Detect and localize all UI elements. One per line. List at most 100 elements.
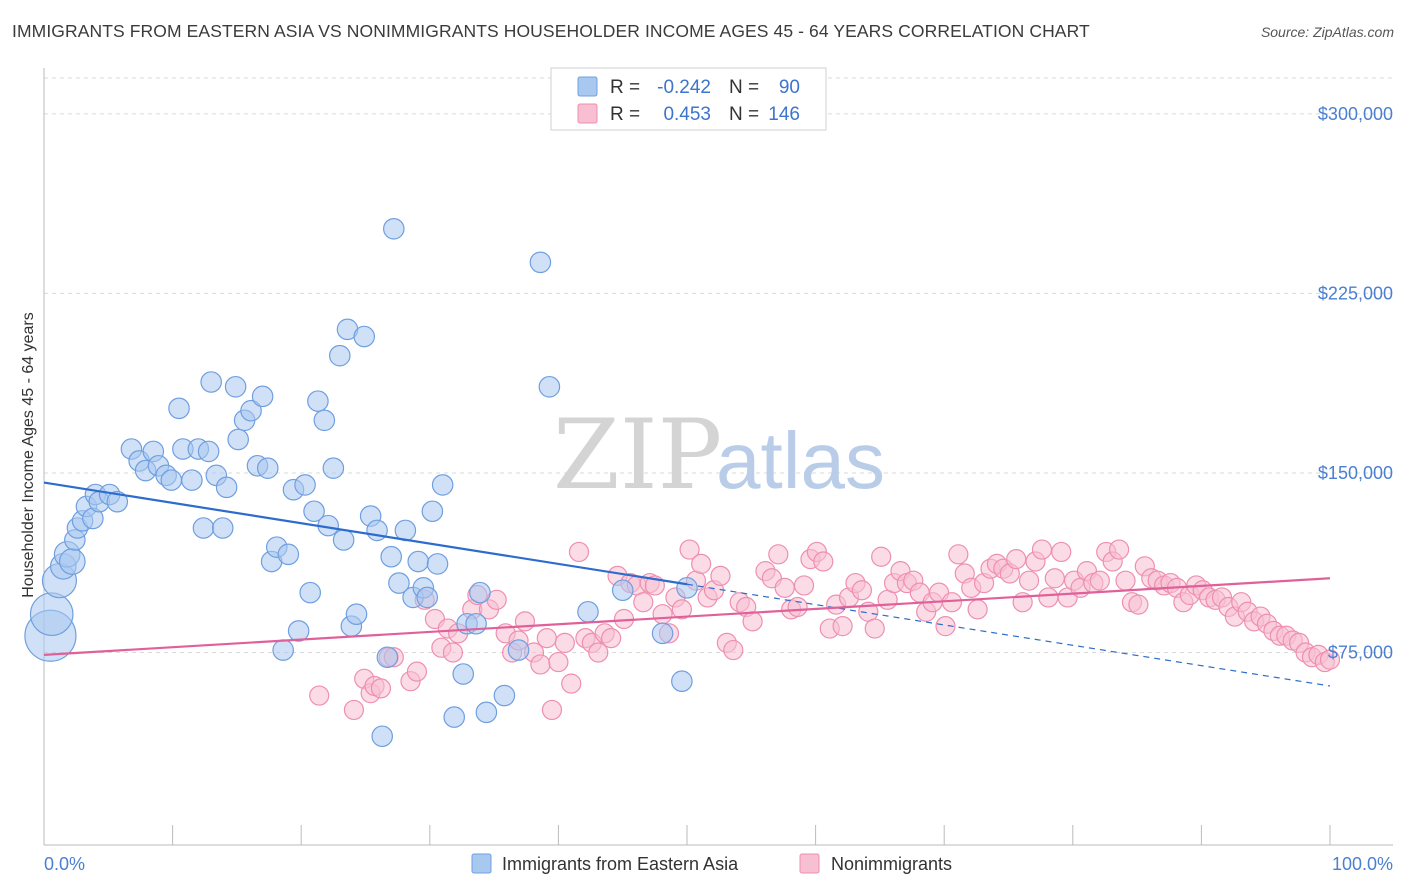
nonimmigrant-point-64	[787, 596, 808, 618]
nonimmigrants-trend	[43, 577, 1331, 656]
nonimmigrant-point-58	[742, 611, 763, 632]
eastern-asia-trend-solid	[43, 481, 688, 586]
nonimmigrant-point-104	[1044, 568, 1065, 589]
eastern-asia-point-57	[353, 325, 376, 348]
eastern-asia-point-83	[577, 600, 599, 623]
eastern-asia-point-71	[426, 553, 449, 575]
nonimmigrant-point-102	[1031, 539, 1053, 560]
eastern-asia-point-48	[307, 390, 329, 412]
trend-lines	[43, 481, 1331, 687]
bottom-legend-label-blue: Immigrants from Eastern Asia	[502, 854, 739, 874]
eastern-asia-points	[24, 218, 698, 748]
eastern-asia-point-63	[382, 218, 405, 240]
eastern-asia-point-22	[168, 397, 190, 420]
x-tick-label-max: 100.0%	[1332, 854, 1393, 874]
eastern-asia-point-59	[366, 519, 388, 542]
nonimmigrant-point-115	[1115, 570, 1136, 591]
eastern-asia-point-53	[332, 529, 355, 551]
eastern-asia-point-21	[160, 469, 183, 491]
eastern-asia-point-78	[475, 701, 498, 724]
legend-n-label-2: N =	[729, 104, 759, 125]
eastern-asia-point-46	[299, 581, 322, 604]
nonimmigrant-point-147	[1319, 649, 1341, 670]
nonimmigrant-point-36	[601, 628, 622, 649]
nonimmigrant-point-44	[652, 604, 673, 625]
eastern-asia-point-74	[452, 663, 475, 685]
y-tick-label-1: $150,000	[1318, 463, 1393, 483]
axes	[43, 68, 1393, 846]
eastern-asia-point-77	[469, 581, 491, 604]
legend-swatch-blue	[577, 76, 598, 97]
legend-r-label-2: R =	[610, 104, 640, 125]
nonimmigrant-point-31	[568, 541, 590, 563]
nonimmigrant-point-55	[723, 639, 744, 661]
eastern-asia-point-47	[303, 500, 325, 523]
eastern-asia-point-5	[58, 548, 86, 575]
eastern-asia-point-64	[388, 572, 410, 594]
eastern-asia-point-81	[529, 251, 552, 274]
nonimmigrant-point-68	[813, 551, 834, 572]
nonimmigrant-point-65	[793, 575, 815, 596]
nonimmigrant-point-9	[406, 661, 428, 682]
nonimmigrant-point-62	[774, 577, 795, 598]
nonimmigrant-point-111	[1089, 570, 1110, 591]
watermark-zip: ZIP	[553, 399, 722, 511]
legend-box: R = -0.242 N = 90 R = 0.453 N = 146	[550, 67, 827, 131]
nonimmigrant-point-23	[514, 611, 536, 632]
legend-r-label-1: R =	[610, 77, 640, 98]
nonimmigrant-point-34	[588, 642, 609, 663]
eastern-asia-point-32	[224, 375, 247, 398]
nonimmigrant-point-114	[1108, 539, 1130, 560]
eastern-asia-point-76	[465, 612, 487, 635]
y-axis-title: Householder Income Ages 45 - 64 years	[20, 312, 37, 598]
eastern-asia-point-45	[294, 474, 316, 496]
bottom-legend-swatch-blue	[471, 853, 492, 874]
eastern-asia-point-41	[272, 639, 294, 661]
nonimmigrant-point-26	[536, 628, 557, 649]
y-tick-label-0: $75,000	[1328, 642, 1393, 662]
nonimmigrant-point-117	[1128, 594, 1149, 615]
nonimmigrant-point-100	[1018, 570, 1040, 591]
eastern-asia-point-27	[197, 440, 220, 463]
nonimmigrant-point-92	[967, 599, 988, 620]
eastern-asia-point-38	[256, 457, 279, 479]
nonimmigrant-point-30	[561, 673, 582, 694]
legend-swatch-pink	[577, 103, 598, 124]
eastern-asia-point-87	[676, 577, 698, 599]
eastern-asia-point-67	[407, 550, 430, 573]
nonimmigrant-point-98	[1006, 549, 1027, 570]
nonimmigrant-point-78	[877, 589, 898, 610]
nonimmigrant-point-5	[370, 678, 392, 699]
eastern-asia-point-84	[611, 579, 634, 602]
eastern-asia-point-14	[106, 490, 129, 513]
y-tick-label-3: $300,000	[1318, 104, 1393, 124]
nonimmigrant-point-50	[691, 553, 712, 575]
nonimmigrant-point-71	[832, 616, 853, 637]
eastern-asia-point-56	[345, 603, 368, 625]
legend-r-value-1: -0.242	[657, 77, 711, 98]
eastern-asia-point-33	[227, 428, 249, 451]
nonimmigrant-point-53	[710, 565, 731, 586]
legend-n-label-1: N =	[729, 77, 759, 98]
eastern-asia-point-61	[376, 646, 399, 669]
bottom-legend-swatch-pink	[799, 853, 820, 874]
eastern-asia-point-31	[215, 476, 238, 499]
y-tick-labels: $75,000 $150,000 $225,000 $300,000	[1318, 104, 1393, 663]
nonimmigrant-point-105	[1051, 541, 1072, 563]
eastern-asia-point-26	[192, 517, 215, 539]
eastern-asia-point-72	[431, 474, 454, 496]
eastern-asia-point-49	[313, 409, 336, 432]
nonimmigrant-point-47	[671, 599, 692, 620]
nonimmigrant-point-87	[935, 616, 956, 637]
eastern-asia-point-86	[671, 670, 693, 692]
source-credit: Source: ZipAtlas.com	[1260, 24, 1394, 40]
eastern-asia-point-85	[651, 622, 674, 645]
y-tick-label-2: $225,000	[1318, 283, 1393, 303]
nonimmigrant-point-61	[768, 544, 789, 565]
nonimmigrant-point-25	[530, 654, 551, 675]
nonimmigrant-point-77	[871, 546, 892, 567]
eastern-asia-point-1	[29, 592, 74, 637]
eastern-asia-point-60	[371, 725, 394, 748]
nonimmigrant-point-1	[343, 699, 365, 721]
